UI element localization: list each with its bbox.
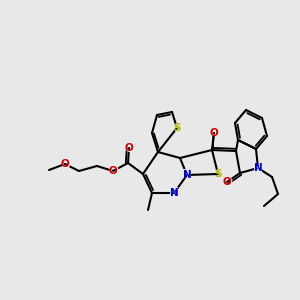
Text: N: N [183, 170, 191, 180]
Text: O: O [108, 164, 118, 178]
Text: S: S [173, 123, 181, 133]
Text: O: O [124, 142, 134, 154]
Text: N: N [169, 187, 179, 200]
Text: N: N [169, 188, 178, 198]
Text: S: S [173, 122, 181, 134]
Text: O: O [222, 176, 232, 188]
Text: S: S [214, 169, 222, 179]
Text: O: O [124, 143, 134, 153]
Text: O: O [60, 158, 70, 170]
Text: O: O [210, 128, 218, 138]
Text: O: O [209, 127, 219, 140]
Text: N: N [182, 169, 192, 182]
Text: S: S [214, 167, 222, 181]
Text: O: O [223, 177, 231, 187]
Text: N: N [254, 163, 262, 173]
Text: O: O [109, 166, 117, 176]
Text: O: O [61, 159, 69, 169]
Text: N: N [253, 161, 263, 175]
